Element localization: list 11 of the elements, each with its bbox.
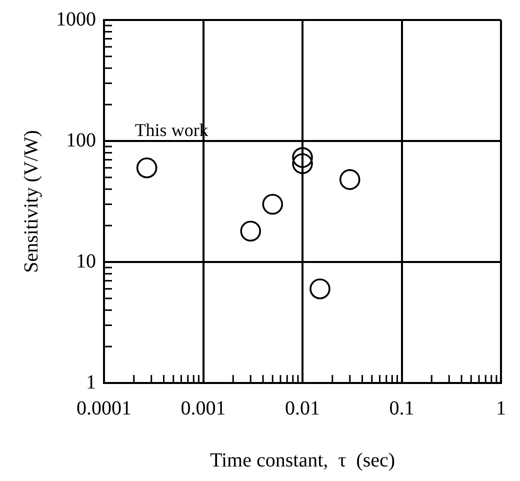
x-tick-label: 1	[496, 397, 506, 420]
y-tick-label: 100	[66, 129, 96, 152]
y-tick-label: 1	[86, 371, 96, 394]
y-axis-title: Sensitivity (V/W)	[20, 130, 42, 273]
x-tick-label: 0.01	[285, 397, 320, 420]
y-tick-label: 1000	[56, 8, 96, 30]
x-tick-label: 0.001	[180, 397, 226, 420]
x-tick-label: 0.1	[389, 397, 414, 420]
y-tick-label: 10	[76, 250, 96, 272]
x-axis-title: Time constant, τ (sec)	[210, 449, 396, 472]
x-tick-label: 0.0001	[76, 397, 132, 420]
